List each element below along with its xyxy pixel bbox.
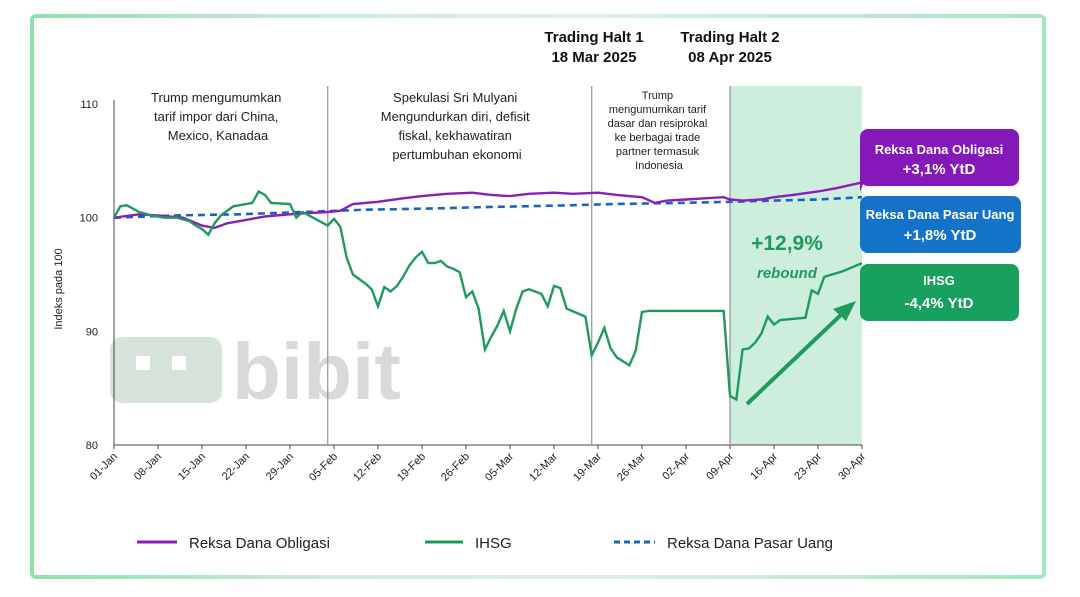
x-tick-labels: 01-Jan 08-Jan 15-Jan 22-Jan 29-Jan 05-Feb 12-F… xyxy=(88,445,868,484)
callout-ihsg-value: -4,4% YtD xyxy=(905,295,974,312)
callout-pasar-uang-value: +1,8% YtD xyxy=(904,227,977,244)
x-tick-label: 26-Feb xyxy=(439,451,472,484)
callout-obligasi-value: +3,1% YtD xyxy=(903,161,976,178)
x-tick-label: 05-Feb xyxy=(307,451,340,484)
series-line-obligasi xyxy=(113,181,863,230)
watermark-text: bibit xyxy=(232,327,401,416)
y-tick-label: 80 xyxy=(86,440,98,452)
callout-obligasi: Reksa Dana Obligasi +3,1% YtD xyxy=(860,129,1019,192)
callout-obligasi-box xyxy=(860,129,1019,186)
x-tick-label: 12-Mar xyxy=(527,450,560,483)
rebound-arrow xyxy=(745,310,846,406)
callout-ihsg-box xyxy=(860,264,1019,321)
x-tick-label: 16-Apr xyxy=(748,450,780,482)
x-tick-label: 09-Apr xyxy=(704,450,736,482)
trading-halt-1-date: 18 Mar 2025 xyxy=(551,49,636,66)
y-axis-label: Indeks pada 100 xyxy=(53,248,65,329)
y-tick-label: 100 xyxy=(80,213,98,225)
annotation-sri-mulyani: Spekulasi Sri Mulyani Mengundurkan diri,… xyxy=(381,90,533,162)
callout-pasar-uang-box xyxy=(860,196,1021,253)
callout-ihsg-title: IHSG xyxy=(923,273,955,288)
x-tick-label: 30-Apr xyxy=(836,450,868,482)
legend-label-obligasi: Reksa Dana Obligasi xyxy=(189,535,330,552)
rebound-label: rebound xyxy=(757,265,818,282)
annotation-tarif-china: Trump mengumumkan tarif impor dari China… xyxy=(151,90,285,143)
legend-label-pasar-uang: Reksa Dana Pasar Uang xyxy=(667,535,833,552)
series-line-pasar-uang xyxy=(113,195,863,219)
callout-pasar-uang: Reksa Dana Pasar Uang +1,8% YtD xyxy=(860,196,1021,253)
x-tick-label: 05-Mar xyxy=(483,450,516,483)
x-tick-label: 02-Apr xyxy=(660,450,692,482)
rebound-zone xyxy=(730,86,862,445)
x-tick-label: 29-Jan xyxy=(264,451,296,483)
x-tick-label: 08-Jan xyxy=(132,451,164,483)
y-tick-label: 110 xyxy=(80,99,98,111)
y-tick-labels: 80 90 100 110 xyxy=(80,99,98,452)
bibit-logo-icon xyxy=(110,337,222,403)
trading-halt-2-title: Trading Halt 2 xyxy=(680,29,779,46)
series-line-ihsg xyxy=(112,189,863,402)
x-tick-label: 19-Mar xyxy=(571,450,604,483)
rebound-value: +12,9% xyxy=(751,232,823,255)
bibit-watermark: bibit xyxy=(110,327,401,416)
trading-halt-1-title: Trading Halt 1 xyxy=(544,29,643,46)
x-tick-label: 15-Jan xyxy=(176,451,208,483)
rebound-arrow-head xyxy=(833,301,856,321)
x-tick-label: 12-Feb xyxy=(351,451,384,484)
x-tick-label: 19-Feb xyxy=(395,451,428,484)
legend: Reksa Dana Obligasi IHSG Reksa Dana Pasa… xyxy=(137,535,833,552)
callout-obligasi-title: Reksa Dana Obligasi xyxy=(875,142,1004,157)
x-tick-label: 26-Mar xyxy=(615,450,648,483)
annotation-tarif-resiprokal: Trump mengumumkan tarif dasar dan resipr… xyxy=(608,90,711,172)
legend-label-ihsg: IHSG xyxy=(475,535,512,552)
trading-halt-2-date: 08 Apr 2025 xyxy=(688,49,772,66)
callout-ihsg: IHSG -4,4% YtD xyxy=(860,264,1019,321)
x-tick-label: 01-Jan xyxy=(88,451,120,483)
callout-pasar-uang-title: Reksa Dana Pasar Uang xyxy=(866,207,1015,222)
y-tick-label: 90 xyxy=(86,326,98,338)
x-tick-label: 23-Apr xyxy=(792,450,824,482)
x-tick-label: 22-Jan xyxy=(220,451,252,483)
